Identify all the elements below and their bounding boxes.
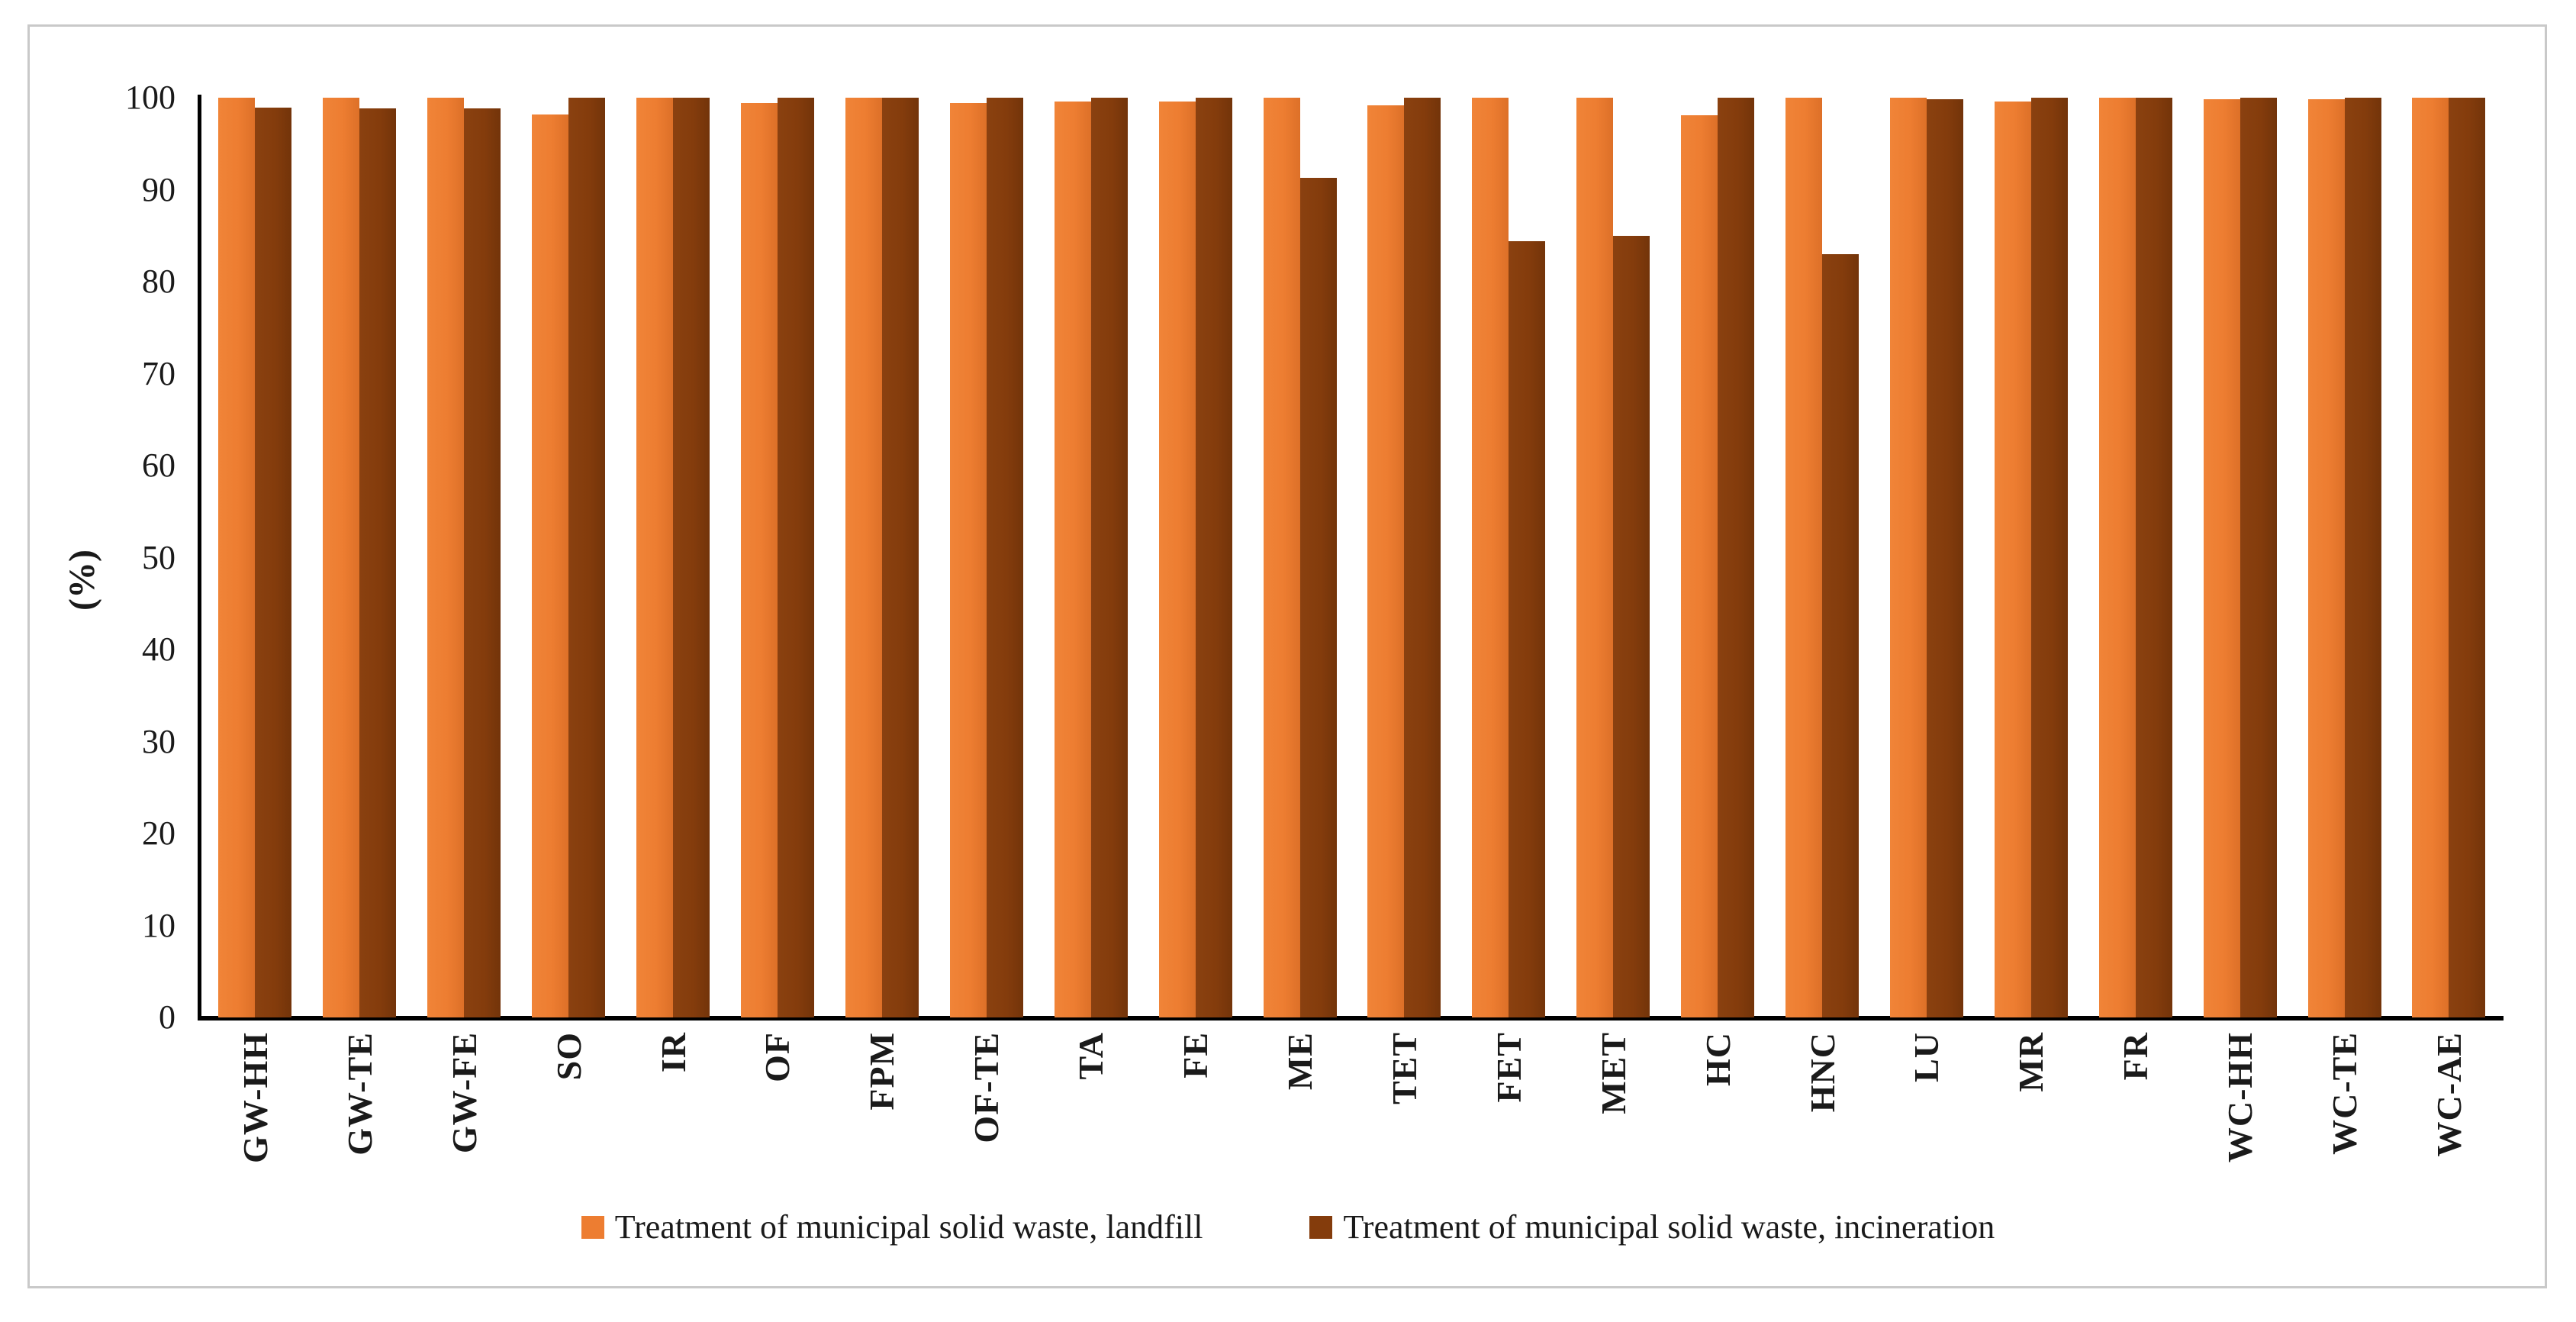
legend-entry-landfill: Treatment of municipal solid waste, land… (581, 1208, 1203, 1246)
category-group-gw-fe (412, 98, 517, 1017)
bar-incineration-hnc (1822, 253, 1860, 1017)
legend-swatch-icon (581, 1215, 604, 1239)
y-tick-label: 80 (142, 263, 175, 300)
bar-incineration-fe (1195, 98, 1232, 1017)
y-axis-line (198, 95, 201, 1020)
category-group-fe (1143, 98, 1248, 1017)
y-tick-label: 0 (159, 998, 175, 1036)
plot-area (203, 98, 2501, 1017)
y-tick-label: 50 (142, 538, 175, 576)
bar-landfill-fet (1472, 98, 1509, 1017)
y-tick-label: 100 (125, 79, 175, 116)
category-group-of (726, 98, 830, 1017)
bar-incineration-met (1613, 235, 1650, 1017)
legend-label: Treatment of municipal solid waste, land… (614, 1208, 1203, 1246)
y-tick-label: 60 (142, 447, 175, 484)
bar-incineration-wc-ae (2449, 98, 2486, 1017)
bar-incineration-fr (2135, 98, 2172, 1017)
bar-landfill-of-te (949, 103, 987, 1017)
bar-incineration-ta (1090, 98, 1128, 1017)
bar-incineration-of (777, 98, 814, 1017)
category-group-mr (1979, 98, 2083, 1017)
legend-entry-incineration: Treatment of municipal solid waste, inci… (1309, 1208, 1995, 1246)
bar-landfill-fpm (845, 98, 882, 1017)
bar-landfill-gw-fe (427, 98, 465, 1017)
category-group-met (1561, 98, 1666, 1017)
bar-landfill-fe (1158, 101, 1196, 1017)
bar-landfill-hnc (1785, 98, 1823, 1017)
y-tick-label: 20 (142, 814, 175, 852)
legend: Treatment of municipal solid waste, land… (0, 1208, 2576, 1246)
bar-incineration-fet (1509, 240, 1546, 1017)
category-group-wc-ae (2397, 98, 2501, 1017)
bar-incineration-fpm (881, 98, 919, 1017)
x-axis-line (198, 1016, 2504, 1021)
bar-landfill-so (532, 114, 569, 1017)
category-group-fpm (829, 98, 934, 1017)
y-tick-label: 90 (142, 170, 175, 208)
bar-incineration-mr (2030, 98, 2068, 1017)
category-group-hnc (1770, 98, 1875, 1017)
category-group-gw-te (308, 98, 412, 1017)
category-group-lu (1875, 98, 1979, 1017)
category-group-hc (1666, 98, 1770, 1017)
category-group-gw-hh (203, 98, 308, 1017)
bar-landfill-me (1263, 98, 1300, 1017)
bar-incineration-wc-te (2344, 98, 2381, 1017)
y-tick-label: 40 (142, 630, 175, 668)
y-tick-label: 70 (142, 354, 175, 392)
bar-incineration-tet (1404, 98, 1441, 1017)
category-group-me (1248, 98, 1352, 1017)
bar-incineration-lu (1926, 99, 1963, 1017)
bar-landfill-fr (2098, 98, 2136, 1017)
category-group-fr (2083, 98, 2188, 1017)
legend-swatch-icon (1309, 1215, 1333, 1239)
category-group-fet (1457, 98, 1561, 1017)
bar-landfill-wc-hh (2203, 99, 2240, 1017)
category-group-wc-hh (2188, 98, 2292, 1017)
bar-incineration-ir (673, 98, 710, 1017)
bar-landfill-of (740, 103, 778, 1017)
category-group-tet (1352, 98, 1457, 1017)
bar-landfill-lu (1889, 98, 1927, 1017)
category-group-wc-te (2292, 98, 2397, 1017)
category-group-ta (1038, 98, 1143, 1017)
legend-label: Treatment of municipal solid waste, inci… (1343, 1208, 1995, 1246)
bar-landfill-wc-ae (2412, 98, 2449, 1017)
y-tick-label: 10 (142, 906, 175, 944)
bar-incineration-of-te (986, 98, 1023, 1017)
bar-landfill-ta (1054, 101, 1091, 1017)
bar-landfill-tet (1367, 105, 1405, 1017)
bar-landfill-ir (636, 98, 674, 1017)
bar-landfill-met (1576, 98, 1614, 1017)
bar-landfill-gw-te (323, 98, 360, 1017)
category-group-ir (621, 98, 726, 1017)
bar-incineration-gw-fe (464, 108, 501, 1017)
category-group-of-te (934, 98, 1038, 1017)
bar-landfill-hc (1681, 114, 1718, 1017)
bar-incineration-wc-hh (2240, 98, 2277, 1017)
bar-landfill-gw-hh (218, 98, 256, 1017)
bar-incineration-hc (1718, 98, 1755, 1017)
bar-incineration-gw-hh (255, 108, 292, 1017)
bar-incineration-gw-te (359, 108, 397, 1017)
bar-incineration-so (568, 98, 606, 1017)
y-tick-label: 30 (142, 722, 175, 760)
bar-landfill-mr (1994, 101, 2031, 1017)
category-group-so (517, 98, 621, 1017)
bar-landfill-wc-te (2307, 99, 2345, 1017)
bar-incineration-me (1299, 177, 1337, 1017)
